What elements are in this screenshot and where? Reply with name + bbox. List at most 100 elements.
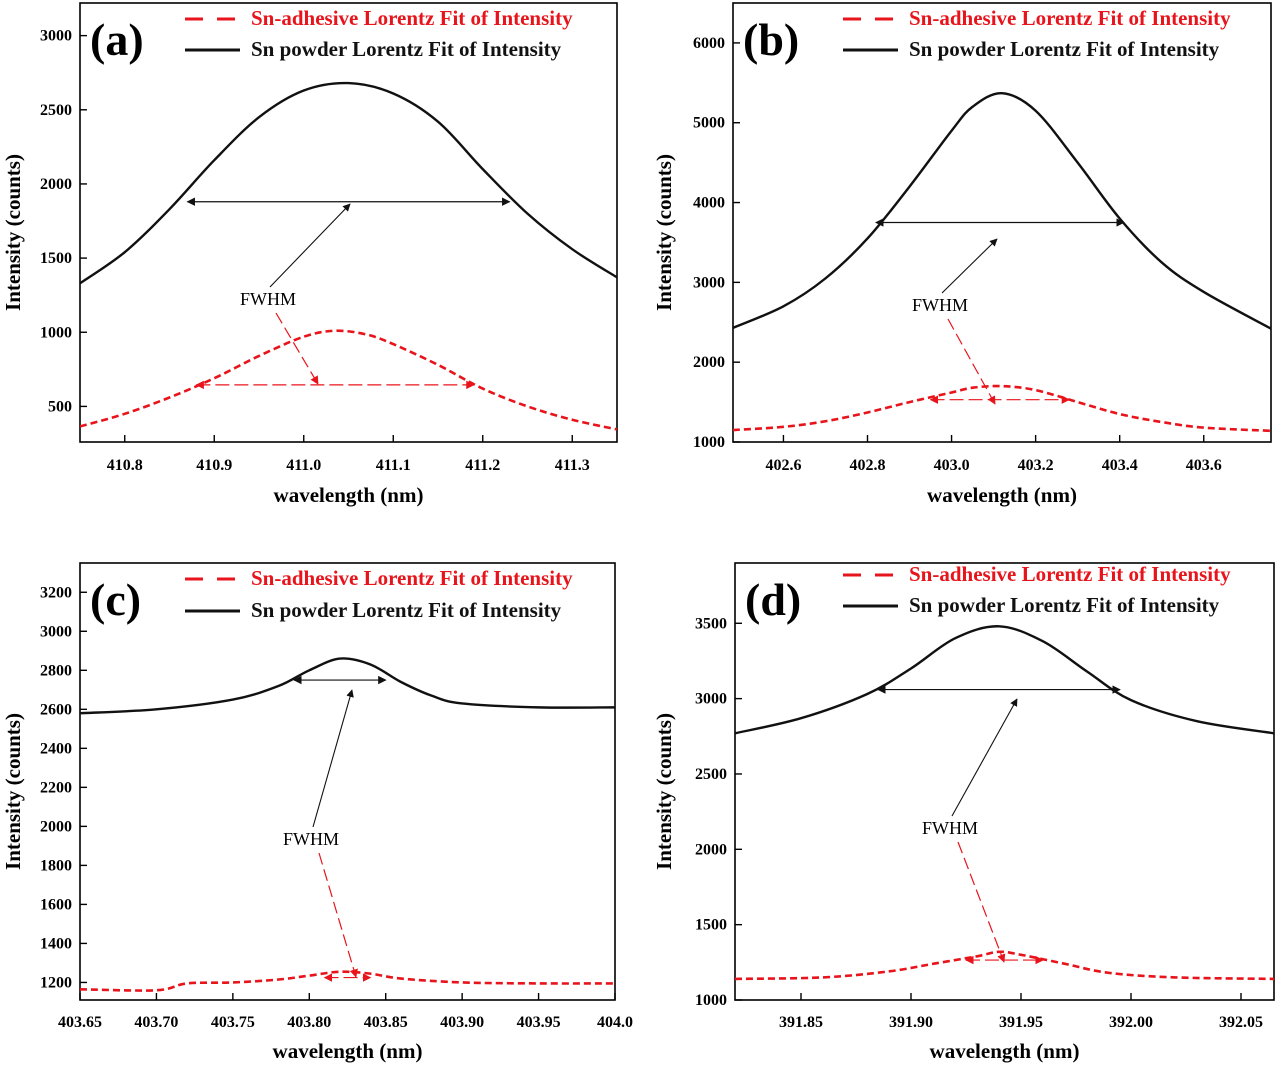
x-tick-label: 403.75 bbox=[211, 1014, 255, 1031]
legend: Sn-adhesive Lorentz Fit of Intensity Sn p… bbox=[843, 562, 1231, 617]
y-tick-label: 1400 bbox=[40, 935, 72, 952]
x-tick-label: 410.8 bbox=[107, 457, 143, 474]
y-tick-label: 3000 bbox=[695, 691, 727, 708]
y-tick-label: 2400 bbox=[40, 740, 72, 757]
x-tick-label: 403.90 bbox=[440, 1014, 484, 1031]
x-tick-label: 403.85 bbox=[364, 1014, 408, 1031]
x-axis-label: wavelength (nm) bbox=[274, 483, 424, 507]
y-tick-label: 3200 bbox=[40, 584, 72, 601]
y-tick-label: 2000 bbox=[695, 841, 727, 858]
powder-curve bbox=[735, 625, 1274, 735]
plot-frame bbox=[79, 562, 616, 1001]
x-axis-label: wavelength (nm) bbox=[273, 1039, 423, 1063]
panel-title: (b) bbox=[743, 14, 799, 65]
fwhm-label: FWHM bbox=[922, 818, 978, 838]
x-tick-label: 410.9 bbox=[196, 457, 232, 474]
y-tick-label: 5000 bbox=[693, 115, 725, 132]
y-tick-label: 2000 bbox=[40, 176, 72, 193]
legend: Sn-adhesive Lorentz Fit of Intensity Sn p… bbox=[843, 6, 1231, 61]
legend-label-adhesive: Sn-adhesive Lorentz Fit of Intensity bbox=[909, 562, 1231, 586]
y-tick-label: 2500 bbox=[40, 102, 72, 119]
x-tick-label: 391.95 bbox=[999, 1014, 1043, 1031]
fwhm-pointer-powder bbox=[269, 203, 351, 288]
y-tick-label: 1800 bbox=[40, 857, 72, 874]
y-tick-label: 2800 bbox=[40, 662, 72, 679]
y-tick-label: 1000 bbox=[40, 324, 72, 341]
x-tick-label: 403.70 bbox=[134, 1014, 178, 1031]
adhesive-curve bbox=[80, 329, 617, 431]
y-axis-label: Intensity (counts) bbox=[652, 154, 676, 311]
powder-curve bbox=[733, 91, 1271, 330]
adhesive-curve bbox=[80, 970, 615, 992]
panel-d: 391.85 391.90 391.95 392.00 392.05 1000 1500 20… bbox=[652, 562, 1275, 1063]
fwhm-label: FWHM bbox=[912, 295, 968, 315]
legend: Sn-adhesive Lorentz Fit of Intensity Sn p… bbox=[185, 566, 573, 622]
fwhm-pointer-powder bbox=[951, 698, 1018, 817]
panel-title: (c) bbox=[90, 574, 141, 625]
y-tick-label: 3000 bbox=[40, 28, 72, 45]
fwhm-label: FWHM bbox=[240, 289, 296, 309]
x-tick-label: 403.80 bbox=[287, 1014, 331, 1031]
x-tick-label: 403.95 bbox=[517, 1014, 561, 1031]
legend-label-adhesive: Sn-adhesive Lorentz Fit of Intensity bbox=[909, 6, 1231, 30]
adhesive-curve bbox=[735, 950, 1274, 981]
y-tick-label: 500 bbox=[48, 398, 72, 415]
y-axis-label: Intensity (counts) bbox=[1, 154, 25, 311]
y-tick-label: 2200 bbox=[40, 779, 72, 796]
panel-c: 403.65 403.70 403.75 403.80 403.85 403.90 403.… bbox=[1, 562, 633, 1063]
legend-label-adhesive: Sn-adhesive Lorentz Fit of Intensity bbox=[251, 6, 573, 30]
y-tick-label: 1500 bbox=[40, 250, 72, 267]
x-tick-label: 403.65 bbox=[58, 1014, 102, 1031]
y-tick-label: 1200 bbox=[40, 974, 72, 991]
panel-title: (d) bbox=[745, 574, 801, 625]
fwhm-pointer-powder bbox=[312, 689, 354, 828]
fwhm-pointer-powder bbox=[941, 238, 998, 294]
y-axis-label: Intensity (counts) bbox=[1, 713, 25, 870]
powder-curve bbox=[80, 657, 615, 715]
x-tick-label: 392.00 bbox=[1109, 1014, 1153, 1031]
fwhm-pointer-adhesive bbox=[275, 312, 319, 385]
y-tick-label: 4000 bbox=[693, 195, 725, 212]
y-tick-label: 6000 bbox=[693, 35, 725, 52]
fwhm-pointer-adhesive bbox=[957, 841, 1006, 963]
x-tick-label: 404.0 bbox=[597, 1014, 633, 1031]
y-tick-label: 1000 bbox=[693, 434, 725, 451]
x-tick-label: 402.6 bbox=[765, 457, 801, 474]
legend-label-adhesive: Sn-adhesive Lorentz Fit of Intensity bbox=[251, 566, 573, 590]
y-tick-label: 2600 bbox=[40, 701, 72, 718]
legend-label-powder: Sn powder Lorentz Fit of Intensity bbox=[251, 37, 562, 61]
legend: Sn-adhesive Lorentz Fit of Intensity Sn p… bbox=[185, 6, 573, 61]
x-tick-label: 403.2 bbox=[1018, 457, 1054, 474]
x-tick-label: 391.90 bbox=[889, 1014, 933, 1031]
panel-title: (a) bbox=[90, 14, 144, 65]
x-tick-label: 403.4 bbox=[1102, 457, 1138, 474]
x-tick-label: 392.05 bbox=[1219, 1014, 1263, 1031]
x-tick-label: 411.3 bbox=[555, 457, 590, 474]
y-tick-label: 2000 bbox=[693, 354, 725, 371]
legend-label-powder: Sn powder Lorentz Fit of Intensity bbox=[251, 598, 562, 622]
legend-label-powder: Sn powder Lorentz Fit of Intensity bbox=[909, 37, 1220, 61]
fwhm-pointer-adhesive bbox=[318, 852, 358, 978]
x-tick-label: 411.2 bbox=[465, 457, 500, 474]
powder-curve bbox=[80, 81, 617, 285]
y-axis-label: Intensity (counts) bbox=[652, 713, 676, 870]
y-tick-label: 2000 bbox=[40, 818, 72, 835]
x-tick-label: 403.6 bbox=[1186, 457, 1222, 474]
x-tick-label: 391.85 bbox=[779, 1014, 823, 1031]
x-tick-label: 402.8 bbox=[850, 457, 886, 474]
x-tick-label: 403.0 bbox=[934, 457, 970, 474]
panel-b: 402.6 402.8 403.0 403.2 403.4 403.6 1000 2000 30… bbox=[652, 2, 1272, 507]
plot-frame bbox=[734, 562, 1275, 1001]
x-tick-label: 411.0 bbox=[286, 457, 321, 474]
x-tick-label: 411.1 bbox=[376, 457, 411, 474]
x-axis-label: wavelength (nm) bbox=[927, 483, 1077, 507]
y-tick-label: 2500 bbox=[695, 766, 727, 783]
y-tick-label: 1500 bbox=[695, 917, 727, 934]
y-tick-label: 1000 bbox=[695, 992, 727, 1009]
y-tick-label: 3500 bbox=[695, 615, 727, 632]
plot-frame bbox=[732, 2, 1272, 443]
y-tick-label: 3000 bbox=[40, 623, 72, 640]
adhesive-curve bbox=[733, 384, 1271, 433]
legend-label-powder: Sn powder Lorentz Fit of Intensity bbox=[909, 593, 1220, 617]
